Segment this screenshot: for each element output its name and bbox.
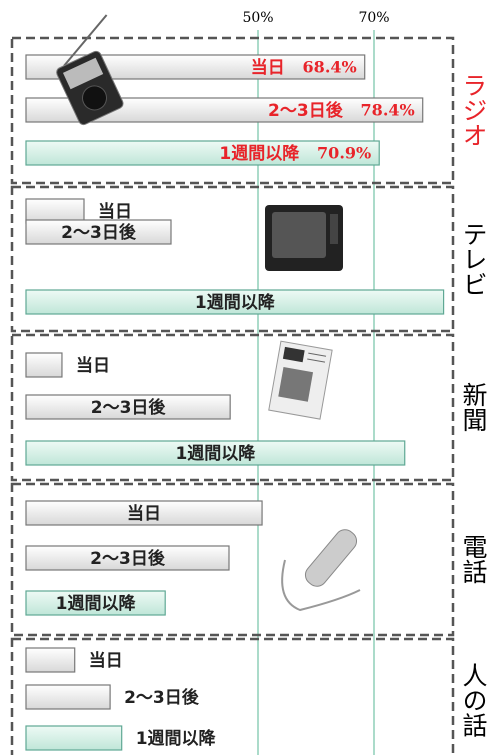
bar bbox=[25, 352, 63, 378]
group-box bbox=[10, 333, 455, 482]
category-label: 人の話 bbox=[459, 663, 488, 738]
bar bbox=[25, 590, 166, 616]
bar-label: 1週間以降 bbox=[195, 292, 276, 313]
bar-label: 2～3日後 bbox=[90, 548, 166, 569]
value-label: 78.4% bbox=[361, 101, 415, 120]
category-label: 新聞 bbox=[459, 382, 488, 432]
bar-label: 当日 bbox=[89, 650, 123, 671]
bar bbox=[25, 725, 123, 751]
bar-label: 当日 bbox=[76, 355, 110, 376]
bar bbox=[25, 394, 231, 420]
category-label: ラジオ bbox=[459, 73, 488, 148]
newspaper-icon bbox=[268, 340, 333, 420]
bar-label: 1週間以降 bbox=[56, 593, 137, 614]
radio-icon bbox=[56, 14, 124, 126]
value-label: 68.4% bbox=[303, 58, 357, 77]
bar-label: 1週間以降 bbox=[136, 728, 217, 749]
bar bbox=[25, 140, 380, 166]
group-box bbox=[10, 185, 455, 333]
bar bbox=[25, 440, 406, 466]
value-label: 70.9% bbox=[317, 144, 371, 163]
bar-label: 2～3日後 bbox=[91, 397, 167, 418]
bar-label: 2～3日後 bbox=[268, 100, 344, 121]
phone-icon bbox=[281, 529, 361, 612]
bar-label: 当日 bbox=[127, 503, 161, 524]
bar bbox=[25, 219, 172, 245]
group-box bbox=[10, 482, 455, 637]
bar-label: 1週間以降 bbox=[175, 443, 256, 464]
x-tick-label: 70% bbox=[358, 10, 389, 26]
bar bbox=[25, 289, 445, 315]
category-label: 電話 bbox=[459, 534, 488, 584]
bar-label: 2～3日後 bbox=[124, 687, 200, 708]
bars: 68.4%当日78.4%2～3日後70.9%1週間以降当日2～3日後1週間以降当… bbox=[25, 54, 445, 751]
tv-icon bbox=[265, 205, 343, 271]
x-tick-label: 50% bbox=[242, 10, 273, 26]
bar bbox=[25, 684, 111, 710]
category-label: テレビ bbox=[459, 222, 488, 297]
bar bbox=[25, 198, 85, 224]
bar bbox=[25, 647, 76, 673]
group-box bbox=[10, 36, 455, 185]
bar bbox=[25, 500, 263, 526]
bar bbox=[25, 545, 230, 571]
bar-label: 当日 bbox=[98, 201, 132, 222]
bar-label: 当日 bbox=[251, 57, 285, 78]
group-box bbox=[10, 637, 455, 755]
bar-label: 1週間以降 bbox=[219, 143, 300, 164]
bar-label: 2～3日後 bbox=[61, 222, 137, 243]
